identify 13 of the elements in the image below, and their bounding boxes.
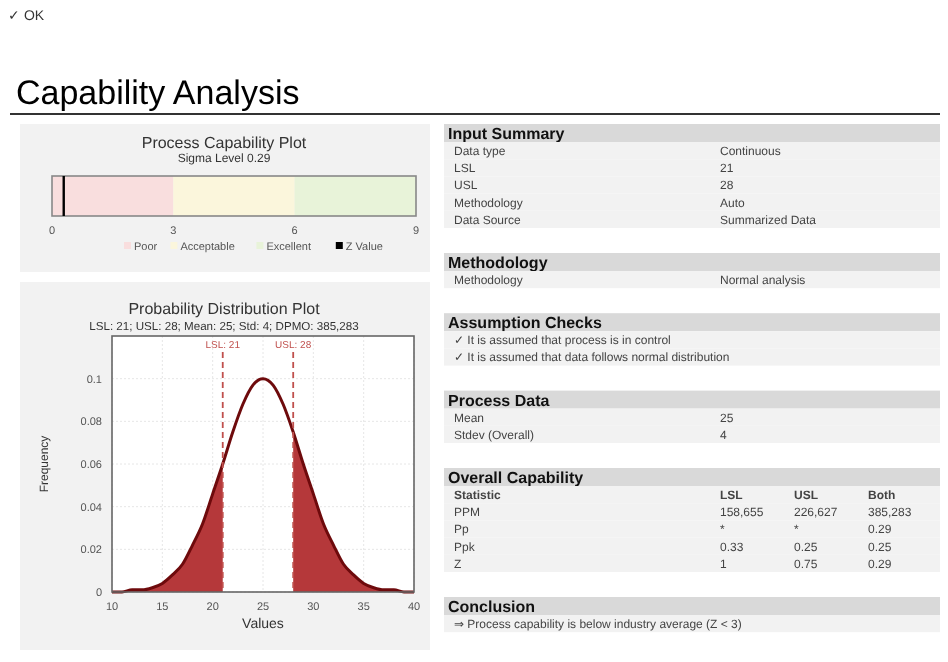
chart-title: Probability Distribution Plot bbox=[128, 300, 322, 318]
text: Capability Analysis bbox=[16, 74, 300, 112]
text: Conclusion bbox=[448, 598, 536, 616]
bar bbox=[52, 176, 174, 216]
text: Assumption Checks bbox=[448, 314, 603, 333]
text: Input Summary bbox=[448, 125, 566, 143]
chart-title: Process Capability Plot bbox=[141, 134, 308, 152]
text: Process Data bbox=[448, 391, 551, 410]
text: Methodology bbox=[448, 254, 549, 272]
text: Overall Capability bbox=[448, 469, 585, 487]
bar bbox=[294, 176, 416, 216]
bar bbox=[173, 176, 295, 216]
line-series bbox=[110, 377, 416, 594]
